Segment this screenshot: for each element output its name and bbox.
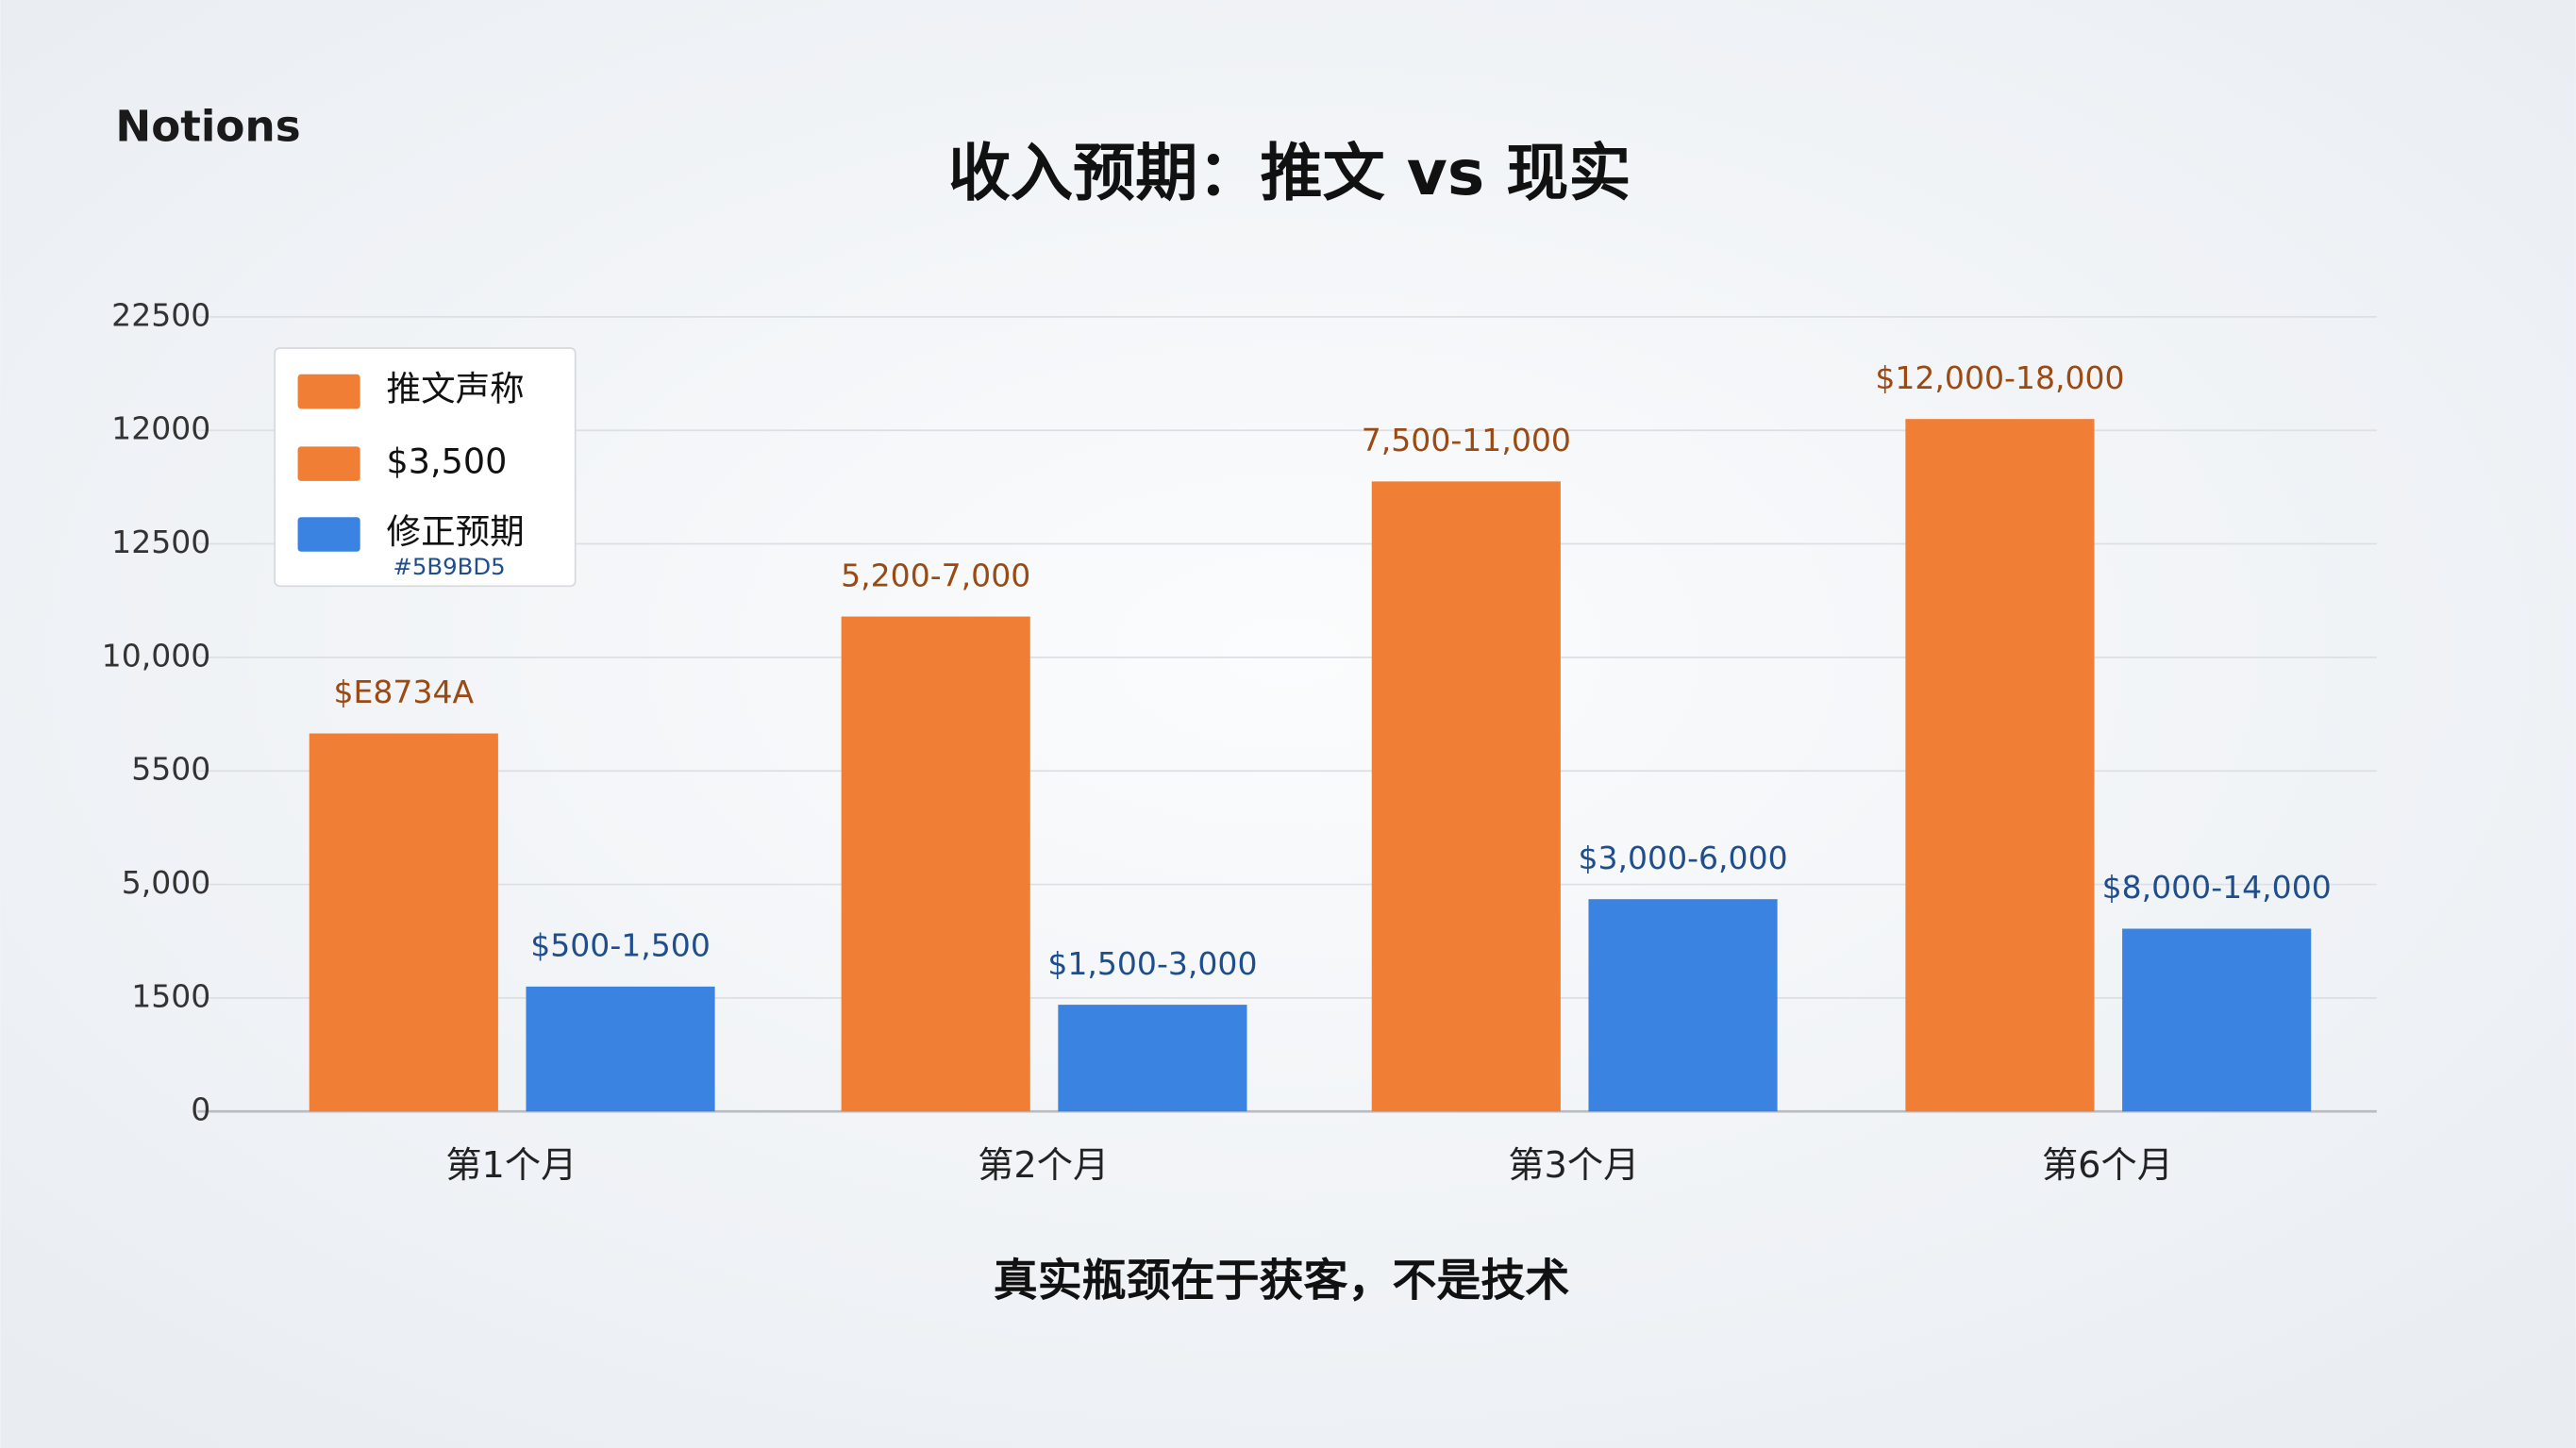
legend-label: 修正预期 <box>387 511 525 552</box>
y-tick-label: 5,000 <box>122 864 211 901</box>
legend-label: $3,500 <box>387 441 508 481</box>
bar <box>1058 1005 1247 1112</box>
y-tick-label: 22500 <box>111 296 210 333</box>
bar <box>841 616 1030 1112</box>
y-tick-label: 0 <box>191 1091 210 1128</box>
legend-swatch <box>297 374 360 409</box>
x-tick-label: 第6个月 <box>2042 1144 2173 1187</box>
y-tick-label: 12000 <box>111 410 210 447</box>
chart-title: 收入预期：推文 vs 现实 <box>948 137 1631 209</box>
data-label: $12,000-18,000 <box>1875 359 2124 396</box>
x-tick-label: 第1个月 <box>445 1144 577 1187</box>
bar <box>1905 419 2095 1112</box>
data-label: 5,200-7,000 <box>841 557 1030 593</box>
legend-swatch <box>297 517 360 552</box>
data-label: $E8734A <box>334 674 475 710</box>
chart-subtitle: 真实瓶颈在于获客，不是技术 <box>994 1255 1570 1307</box>
data-label: $3,000-6,000 <box>1578 840 1787 876</box>
y-tick-label: 1500 <box>131 977 210 1014</box>
bar <box>309 733 498 1112</box>
y-tick-label: 5500 <box>131 751 210 788</box>
legend-note: #5B9BD5 <box>393 553 506 580</box>
data-label: $1,500-3,000 <box>1047 945 1257 982</box>
y-tick-label: 10,000 <box>102 637 211 674</box>
brand: Notions <box>115 101 300 151</box>
bar <box>1588 899 1778 1112</box>
x-tick-label: 第3个月 <box>1508 1144 1639 1187</box>
legend-label: 推文声称 <box>387 369 525 409</box>
legend-swatch <box>297 446 360 481</box>
bar <box>526 986 715 1112</box>
bar <box>1371 481 1561 1112</box>
bar <box>2122 928 2312 1112</box>
y-tick-label: 12500 <box>111 524 210 560</box>
data-label: $8,000-14,000 <box>2102 869 2332 906</box>
x-tick-label: 第2个月 <box>978 1144 1109 1187</box>
data-label: 7,500-11,000 <box>1362 422 1571 458</box>
data-label: $500-1,500 <box>530 927 711 964</box>
